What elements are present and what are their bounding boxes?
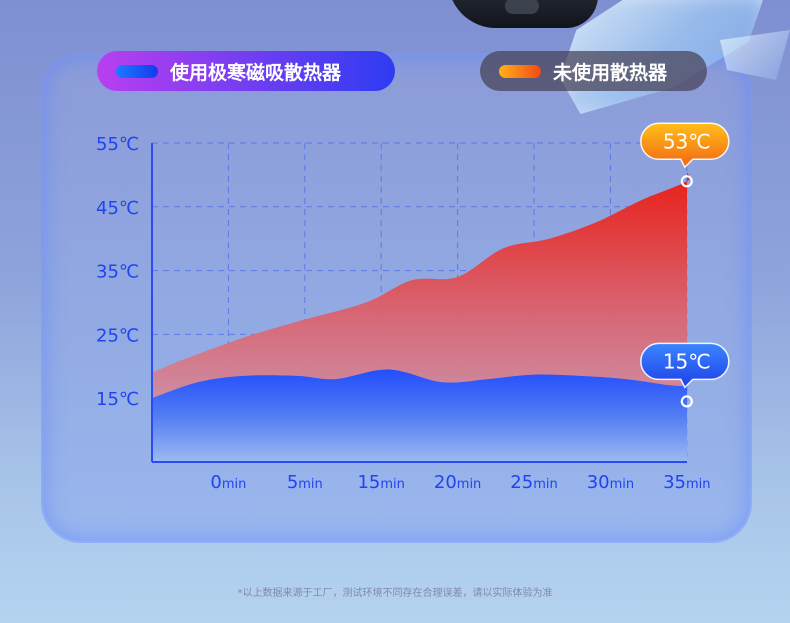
callout-bubble: [640, 342, 730, 389]
x-tick-unit: min: [222, 477, 247, 492]
callout-label: 15℃: [663, 349, 711, 373]
callout-marker: [680, 395, 693, 408]
callout-bubble: [640, 122, 730, 169]
x-tick-unit: min: [457, 477, 482, 492]
legend-with-cooler: 使用极寒磁吸散热器: [97, 51, 395, 91]
legend-swatch-orange: [499, 64, 541, 78]
legend-without-cooler-label: 未使用散热器: [553, 61, 668, 84]
x-tick-number: 15: [357, 472, 380, 493]
y-tick-label: 45℃: [96, 198, 139, 219]
y-tick-label: 55℃: [96, 134, 139, 155]
x-tick-number: 30: [587, 472, 610, 493]
x-tick-label: 0min: [210, 472, 246, 493]
x-tick-number: 5: [287, 472, 298, 493]
x-tick-unit: min: [686, 477, 711, 492]
x-tick-unit: min: [380, 477, 405, 492]
callout-marker: [680, 175, 693, 188]
device-camera-icon: [505, 0, 539, 14]
legend-swatch-blue: [116, 64, 158, 78]
x-tick-unit: min: [610, 477, 635, 492]
y-tick-label: 25℃: [96, 325, 139, 346]
x-tick-unit: min: [533, 477, 558, 492]
area-series-with-cooler: [152, 369, 689, 462]
x-tick-label: 15min: [357, 472, 404, 493]
legend-without-cooler: 未使用散热器: [480, 51, 707, 91]
x-tick-label: 30min: [587, 472, 634, 493]
x-tick-label: 5min: [287, 472, 323, 493]
x-tick-unit: min: [298, 477, 323, 492]
x-tick-number: 0: [210, 472, 221, 493]
y-tick-label: 35℃: [96, 262, 139, 283]
x-tick-number: 20: [434, 472, 457, 493]
x-tick-label: 20min: [434, 472, 481, 493]
x-tick-number: 25: [510, 472, 533, 493]
footnote: *以上数据来源于工厂，测试环境不同存在合理误差，请以实际体验为准: [237, 588, 553, 599]
callout-label: 53℃: [663, 129, 711, 153]
x-tick-label: 25min: [510, 472, 557, 493]
x-tick-number: 35: [663, 472, 686, 493]
y-tick-label: 15℃: [96, 389, 139, 410]
x-tick-label: 35min: [663, 472, 710, 493]
legend-with-cooler-label: 使用极寒磁吸散热器: [170, 61, 342, 84]
